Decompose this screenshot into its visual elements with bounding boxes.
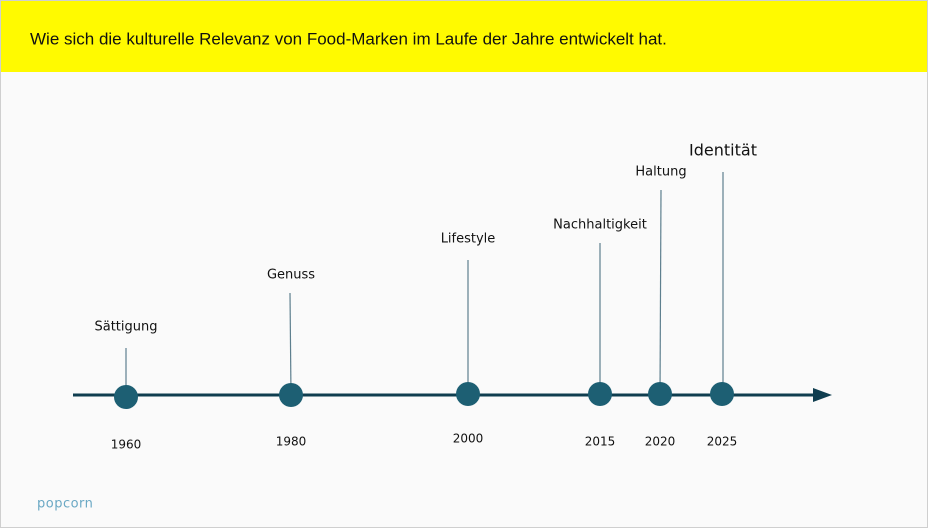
event-label: Sättigung — [94, 320, 157, 335]
event: Lifestyle 2000 — [441, 232, 496, 446]
event: Haltung 2020 — [635, 165, 686, 449]
timeline-arrow — [813, 388, 832, 402]
event: Sättigung 1960 — [94, 320, 157, 452]
event-year: 2020 — [645, 435, 676, 449]
event-year: 2025 — [707, 435, 738, 449]
event-dot — [456, 382, 480, 406]
event-year: 2015 — [585, 435, 616, 449]
event-dot — [710, 382, 734, 406]
event-label: Nachhaltigkeit — [553, 218, 647, 233]
logo: popcorn — [37, 497, 93, 512]
event: Nachhaltigkeit 2015 — [553, 218, 647, 449]
event-year: 1980 — [276, 435, 307, 449]
event-label: Lifestyle — [441, 232, 496, 247]
event-dot — [114, 385, 138, 409]
event-label: Identität — [689, 141, 757, 160]
event-label: Genuss — [267, 268, 315, 283]
event: Identität 2025 — [689, 141, 757, 449]
event-stem — [289, 292, 292, 396]
event-year: 2000 — [453, 432, 484, 446]
event-label: Haltung — [635, 165, 686, 180]
event-dot — [588, 382, 612, 406]
event-stem — [659, 189, 662, 396]
event: Genuss 1980 — [267, 268, 315, 449]
event-year: 1960 — [111, 438, 142, 452]
event-dot — [648, 382, 672, 406]
event-dot — [279, 383, 303, 407]
header-title: Wie sich die kulturelle Relevanz von Foo… — [30, 29, 667, 48]
header-band — [1, 1, 927, 72]
